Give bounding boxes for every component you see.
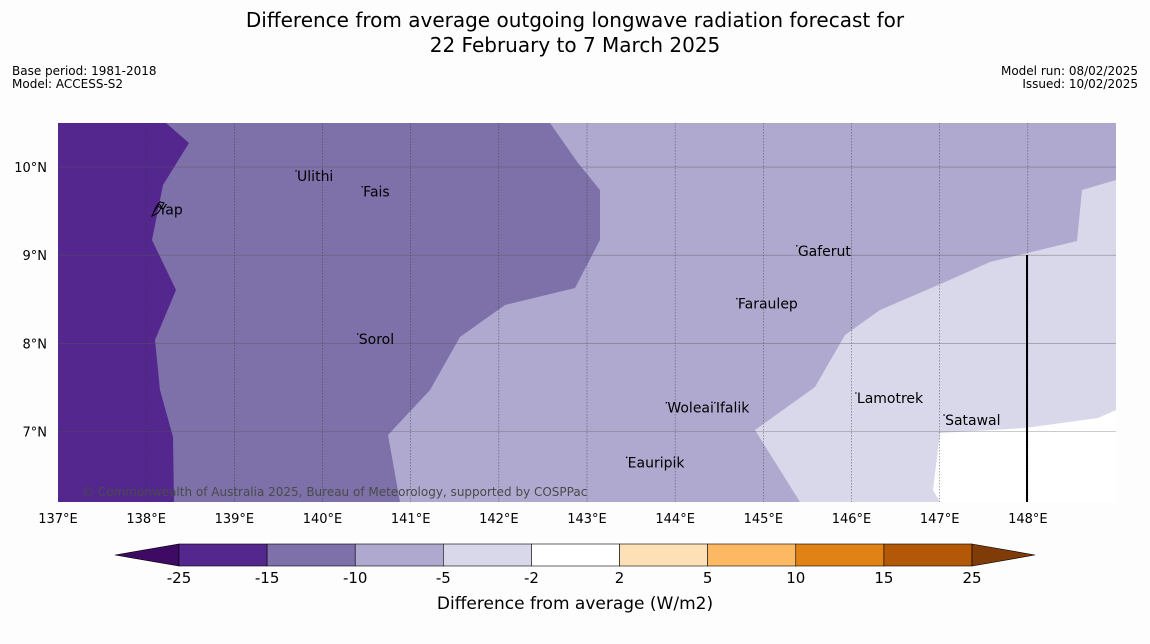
- region-m25-m15: [58, 123, 189, 502]
- place-label: Sorol: [359, 332, 394, 348]
- place-label: Woleai: [667, 401, 714, 417]
- copyright-text: © Commonwealth of Australia 2025, Bureau…: [82, 485, 587, 499]
- yap-island-icon: [150, 201, 165, 218]
- colorbar-under-arrow: [114, 543, 180, 567]
- meta-left: Base period: 1981-2018 Model: ACCESS-S2: [12, 65, 157, 91]
- colorbar-tick-label: 15: [874, 569, 893, 587]
- place-marker: [736, 297, 738, 300]
- issued-date: Issued: 10/02/2025: [1022, 77, 1138, 91]
- colorbar-segment: [266, 543, 356, 567]
- place-label: Faraulep: [738, 297, 798, 313]
- lon-tick-label: 144°E: [655, 512, 695, 527]
- lon-tick-label: 138°E: [126, 512, 166, 527]
- chart-title: Difference from average outgoing longwav…: [0, 8, 1150, 58]
- lon-tick-label: 146°E: [832, 512, 872, 527]
- place-label: Ifalik: [716, 401, 750, 417]
- colorbar-tick-label: 5: [703, 569, 713, 587]
- place-label: Lamotrek: [857, 391, 924, 407]
- colorbar-tick-label: 2: [615, 569, 625, 587]
- colorbar-over-arrow: [971, 543, 1036, 567]
- place-label: Gaferut: [798, 244, 852, 260]
- colorbar-segment: [707, 543, 797, 567]
- lat-tick-label: 9°N: [23, 249, 48, 264]
- lat-tick-labels: 10°N 9°N 8°N 7°N: [14, 161, 47, 440]
- place-marker: [625, 456, 628, 459]
- place-marker: [356, 333, 359, 335]
- title-line-1: Difference from average outgoing longwav…: [245, 8, 905, 32]
- place-label: Fais: [363, 185, 390, 201]
- lat-tick-label: 10°N: [14, 161, 47, 176]
- colorbar-tick-label: 10: [786, 569, 805, 587]
- place-marker: [943, 414, 945, 416]
- lon-tick-label: 139°E: [215, 512, 255, 527]
- colorbar-body: [114, 543, 1036, 567]
- lon-tick-label: 141°E: [391, 512, 431, 527]
- colorbar-tick-label: -2: [524, 569, 539, 587]
- meta-right: Model run: 08/02/2025 Issued: 10/02/2025: [1001, 65, 1138, 91]
- place-label: Eauripik: [628, 455, 686, 471]
- place-marker: [665, 401, 668, 404]
- model-name: Model: ACCESS-S2: [12, 77, 124, 91]
- place-labels: Yap Ulithi Fais Gaferut Faraulep Sorol Woleai I…: [156, 169, 1001, 471]
- colorbar-segment: [178, 543, 268, 567]
- lon-tick-label: 145°E: [744, 512, 784, 527]
- lon-tick-label: 137°E: [38, 512, 78, 527]
- place-marker: [156, 203, 159, 206]
- place-marker: [855, 392, 857, 394]
- colorbar-tick-label: -5: [436, 569, 451, 587]
- colorbar-title: Difference from average (W/m2): [436, 594, 714, 614]
- gridlines: [58, 123, 1116, 502]
- place-marker: [361, 185, 363, 188]
- lon-tick-label: 147°E: [920, 512, 960, 527]
- place-label: Yap: [158, 202, 183, 218]
- place-label: Satawal: [945, 413, 1000, 429]
- colorbar-segment: [795, 543, 885, 567]
- colorbar-tick-labels: -25 -15 -10 -5 -2 2 5 10 15 25: [167, 569, 982, 587]
- colorbar-tick-label: 25: [962, 569, 981, 587]
- colorbar-segment: [531, 543, 620, 567]
- region-m2-2: [933, 410, 1116, 502]
- colorbar-segment: [354, 543, 444, 567]
- place-marker: [796, 245, 798, 247]
- colorbar-tick-label: -15: [255, 569, 280, 587]
- colorbar-tick-label: -10: [343, 569, 368, 587]
- lat-tick-label: 8°N: [23, 337, 48, 352]
- lat-tick-label: 7°N: [23, 425, 48, 440]
- colorbar-tick-label: -25: [167, 569, 192, 587]
- map-panel: Yap Ulithi Fais Gaferut Faraulep Sorol Woleai I…: [14, 123, 1116, 527]
- place-marker: [714, 401, 716, 404]
- colorbar-segment: [619, 543, 708, 567]
- lon-tick-label: 148°E: [1008, 512, 1048, 527]
- place-label: Ulithi: [297, 169, 333, 185]
- lon-tick-label: 140°E: [303, 512, 343, 527]
- region-m15-m10: [58, 123, 600, 502]
- model-run: Model run: 08/02/2025: [1000, 64, 1138, 78]
- base-period: Base period: 1981-2018: [12, 64, 157, 78]
- lon-tick-label: 143°E: [567, 512, 607, 527]
- lon-tick-label: 142°E: [479, 512, 519, 527]
- colorbar-segment: [443, 543, 532, 567]
- lon-tick-labels: 137°E 138°E 139°E 140°E 141°E 142°E 143°E 144°E…: [38, 512, 1047, 527]
- colorbar-segment: [883, 543, 973, 567]
- title-line-2: 22 February to 7 March 2025: [429, 33, 721, 57]
- place-marker: [295, 170, 297, 172]
